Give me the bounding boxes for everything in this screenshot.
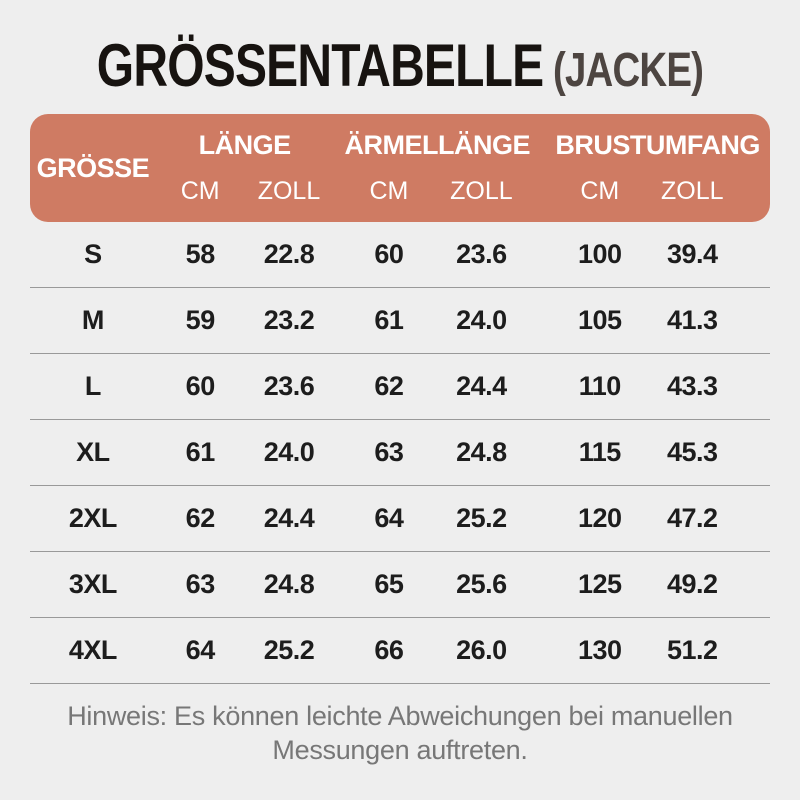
- col-sub-aermellaenge-zoll: ZOLL: [450, 176, 513, 205]
- table-row: 3XL 63 24.8 65 25.6 125 49.2: [30, 552, 770, 618]
- value-cell: 45.3: [666, 437, 718, 467]
- measurement-note: Hinweis: Es können leichte Abweichungen …: [67, 701, 733, 765]
- col-group-brustumfang: BRUSTUMFANG: [555, 129, 760, 160]
- value-cell: 62: [185, 503, 216, 533]
- col-sub-laenge-zoll: ZOLL: [257, 176, 321, 205]
- value-cell: 26.0: [456, 635, 507, 665]
- size-cell: L: [84, 371, 101, 401]
- page-title: GRÖSSENTABELLE (JACKE): [30, 0, 770, 100]
- size-cell: 4XL: [68, 635, 118, 665]
- value-cell: 49.2: [666, 569, 718, 599]
- table-row: S 58 22.8 60 23.6 100 39.4: [30, 222, 770, 288]
- value-cell: 64: [374, 503, 404, 533]
- value-cell: 23.2: [263, 305, 315, 335]
- size-cell: M: [81, 305, 104, 335]
- size-cell: XL: [76, 437, 110, 467]
- col-group-laenge: LÄNGE: [198, 129, 291, 160]
- size-cell: 2XL: [68, 503, 118, 533]
- value-cell: 63: [374, 437, 404, 467]
- value-cell: 100: [577, 239, 622, 269]
- col-header-groesse: GRÖSSE: [36, 152, 150, 183]
- size-table: GRÖSSE LÄNGE ÄRMELLÄNGE BRUSTUMFANG CM Z…: [30, 114, 770, 684]
- col-sub-brustumfang-zoll: ZOLL: [660, 176, 724, 205]
- value-cell: 25.6: [456, 569, 507, 599]
- table-row: L 60 23.6 62 24.4 110 43.3: [30, 354, 770, 420]
- value-cell: 66: [374, 635, 404, 665]
- value-cell: 24.8: [456, 437, 507, 467]
- value-cell: 115: [578, 437, 622, 467]
- value-cell: 61: [374, 305, 404, 335]
- value-cell: 65: [374, 569, 404, 599]
- value-cell: 22.8: [263, 239, 315, 269]
- col-group-aermellaenge: ÄRMELLÄNGE: [344, 129, 530, 160]
- value-cell: 59: [185, 305, 216, 335]
- title-suffix: (JACKE): [553, 43, 704, 97]
- value-cell: 23.6: [263, 371, 315, 401]
- size-cell: S: [84, 239, 102, 269]
- table-row: M 59 23.2 61 24.0 105 41.3: [30, 288, 770, 354]
- value-cell: 120: [577, 503, 622, 533]
- table-row: 2XL 62 24.4 64 25.2 120 47.2: [30, 486, 770, 552]
- table-row: 4XL 64 25.2 66 26.0 130 51.2: [30, 618, 770, 684]
- value-cell: 60: [185, 371, 216, 401]
- value-cell: 25.2: [456, 503, 507, 533]
- value-cell: 24.4: [263, 503, 315, 533]
- title-main: GRÖSSENTABELLE: [96, 31, 544, 99]
- value-cell: 23.6: [456, 239, 507, 269]
- value-cell: 24.0: [456, 305, 507, 335]
- value-cell: 24.4: [456, 371, 507, 401]
- value-cell: 47.2: [666, 503, 718, 533]
- table-header: GRÖSSE LÄNGE ÄRMELLÄNGE BRUSTUMFANG CM Z…: [30, 114, 770, 222]
- table-row: XL 61 24.0 63 24.8 115 45.3: [30, 420, 770, 486]
- value-cell: 105: [577, 305, 622, 335]
- value-cell: 41.3: [666, 305, 718, 335]
- value-cell: 63: [185, 569, 216, 599]
- value-cell: 130: [577, 635, 622, 665]
- size-cell: 3XL: [68, 569, 118, 599]
- value-cell: 60: [374, 239, 404, 269]
- value-cell: 24.0: [263, 437, 315, 467]
- value-cell: 51.2: [666, 635, 718, 665]
- value-cell: 43.3: [666, 371, 718, 401]
- col-sub-aermellaenge-cm: CM: [369, 176, 409, 205]
- size-chart-page: GRÖSSENTABELLE (JACKE) GRÖSSE LÄNGE ÄRME…: [30, 0, 770, 768]
- value-cell: 64: [185, 635, 216, 665]
- value-cell: 61: [185, 437, 216, 467]
- value-cell: 110: [578, 371, 622, 401]
- value-cell: 62: [374, 371, 404, 401]
- value-cell: 25.2: [263, 635, 315, 665]
- value-cell: 58: [185, 239, 216, 269]
- col-sub-laenge-cm: CM: [180, 176, 220, 205]
- value-cell: 39.4: [666, 239, 718, 269]
- col-sub-brustumfang-cm: CM: [580, 176, 620, 205]
- value-cell: 24.8: [263, 569, 315, 599]
- value-cell: 125: [577, 569, 622, 599]
